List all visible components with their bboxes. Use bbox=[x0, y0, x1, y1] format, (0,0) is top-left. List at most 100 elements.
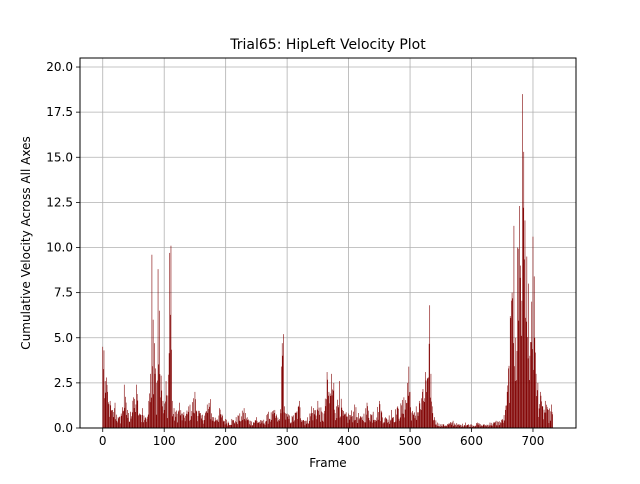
velocity-bar bbox=[520, 335, 522, 428]
velocity-bar bbox=[174, 411, 176, 428]
velocity-bar bbox=[330, 395, 332, 428]
velocity-bar bbox=[312, 420, 314, 428]
velocity-bar bbox=[542, 406, 544, 428]
velocity-bar bbox=[458, 424, 459, 428]
velocity-bar bbox=[336, 418, 338, 428]
velocity-bar bbox=[412, 410, 413, 428]
velocity-bar bbox=[356, 417, 358, 428]
velocity-bar bbox=[208, 402, 210, 428]
velocity-bar bbox=[169, 252, 171, 428]
velocity-bar bbox=[465, 422, 466, 428]
velocity-bar bbox=[356, 417, 357, 428]
velocity-bar bbox=[397, 406, 399, 428]
velocity-bar bbox=[409, 392, 410, 428]
velocity-bar bbox=[449, 423, 451, 428]
velocity-bar bbox=[102, 346, 104, 428]
velocity-bar bbox=[269, 418, 270, 428]
velocity-bar bbox=[541, 401, 542, 428]
plot-frame bbox=[79, 57, 577, 429]
velocity-bar bbox=[497, 425, 499, 428]
velocity-bar bbox=[488, 426, 490, 428]
velocity-bar bbox=[372, 422, 373, 428]
velocity-bar bbox=[222, 415, 223, 428]
velocity-bar bbox=[217, 419, 218, 428]
velocity-bar bbox=[543, 409, 545, 428]
velocity-bar bbox=[281, 366, 282, 428]
velocity-bar bbox=[157, 380, 158, 428]
velocity-bar bbox=[329, 403, 330, 428]
velocity-bar bbox=[264, 423, 265, 428]
velocity-bar bbox=[315, 415, 317, 428]
velocity-bar bbox=[359, 416, 361, 428]
velocity-bar bbox=[544, 400, 546, 428]
velocity-bar bbox=[473, 425, 474, 428]
velocity-bar bbox=[328, 391, 330, 428]
velocity-bar bbox=[144, 418, 146, 428]
velocity-bar bbox=[143, 415, 145, 428]
velocity-bar bbox=[417, 415, 419, 428]
velocity-bar bbox=[289, 415, 290, 428]
velocity-bar bbox=[538, 416, 539, 428]
velocity-bar bbox=[522, 207, 524, 428]
velocity-bar bbox=[178, 411, 179, 428]
x-tick-label: 500 bbox=[399, 434, 422, 448]
velocity-bar bbox=[352, 422, 354, 428]
velocity-bar bbox=[288, 414, 289, 428]
velocity-bar bbox=[547, 409, 549, 428]
velocity-bar bbox=[366, 402, 368, 428]
velocity-bar bbox=[396, 414, 397, 428]
velocity-bar bbox=[316, 409, 318, 428]
velocity-bar bbox=[531, 301, 533, 428]
velocity-bar bbox=[272, 414, 274, 428]
velocity-bar bbox=[138, 415, 139, 428]
velocity-bar bbox=[526, 256, 528, 428]
velocity-bar bbox=[321, 411, 322, 428]
velocity-bar bbox=[213, 417, 214, 428]
velocity-bar bbox=[358, 413, 359, 428]
velocity-bar bbox=[197, 421, 198, 428]
velocity-bar bbox=[276, 414, 277, 428]
velocity-bar bbox=[322, 420, 324, 428]
velocity-bar bbox=[161, 390, 163, 428]
x-tick-label: 700 bbox=[522, 434, 545, 448]
velocity-bar bbox=[171, 349, 172, 428]
y-tick-label: 10.0 bbox=[46, 241, 73, 255]
velocity-bar bbox=[481, 425, 482, 428]
velocity-bar bbox=[229, 424, 231, 428]
velocity-bar bbox=[305, 423, 307, 428]
velocity-bar bbox=[434, 417, 435, 428]
velocity-bar bbox=[342, 409, 343, 428]
velocity-bar bbox=[199, 413, 201, 428]
velocity-bar bbox=[546, 406, 548, 428]
velocity-bar bbox=[293, 421, 295, 428]
velocity-bar bbox=[325, 406, 327, 428]
velocity-bar bbox=[215, 420, 217, 428]
velocity-bar bbox=[140, 415, 142, 428]
velocity-bar bbox=[280, 409, 281, 428]
velocity-bar bbox=[418, 400, 420, 428]
velocity-bar bbox=[508, 368, 509, 428]
velocity-bar bbox=[281, 343, 283, 428]
velocity-bar bbox=[440, 424, 442, 428]
velocity-bar bbox=[516, 351, 518, 428]
velocity-bar bbox=[301, 421, 303, 428]
velocity-bar bbox=[314, 410, 316, 428]
velocity-bar bbox=[308, 423, 309, 428]
velocity-bar bbox=[537, 382, 539, 428]
velocity-bar bbox=[189, 404, 191, 428]
velocity-bar bbox=[232, 420, 234, 428]
velocity-bar bbox=[292, 415, 294, 428]
velocity-bar bbox=[332, 390, 334, 428]
velocity-bar bbox=[335, 420, 336, 428]
x-tick-label: 0 bbox=[99, 434, 107, 448]
velocity-bar bbox=[308, 421, 310, 428]
velocity-bar bbox=[108, 404, 110, 428]
velocity-bar bbox=[294, 420, 295, 428]
velocity-bar bbox=[283, 412, 285, 428]
velocity-bar bbox=[248, 420, 250, 428]
velocity-bar bbox=[362, 419, 364, 428]
velocity-bar bbox=[500, 423, 502, 428]
velocity-bar bbox=[425, 380, 427, 428]
velocity-bar bbox=[484, 426, 486, 428]
